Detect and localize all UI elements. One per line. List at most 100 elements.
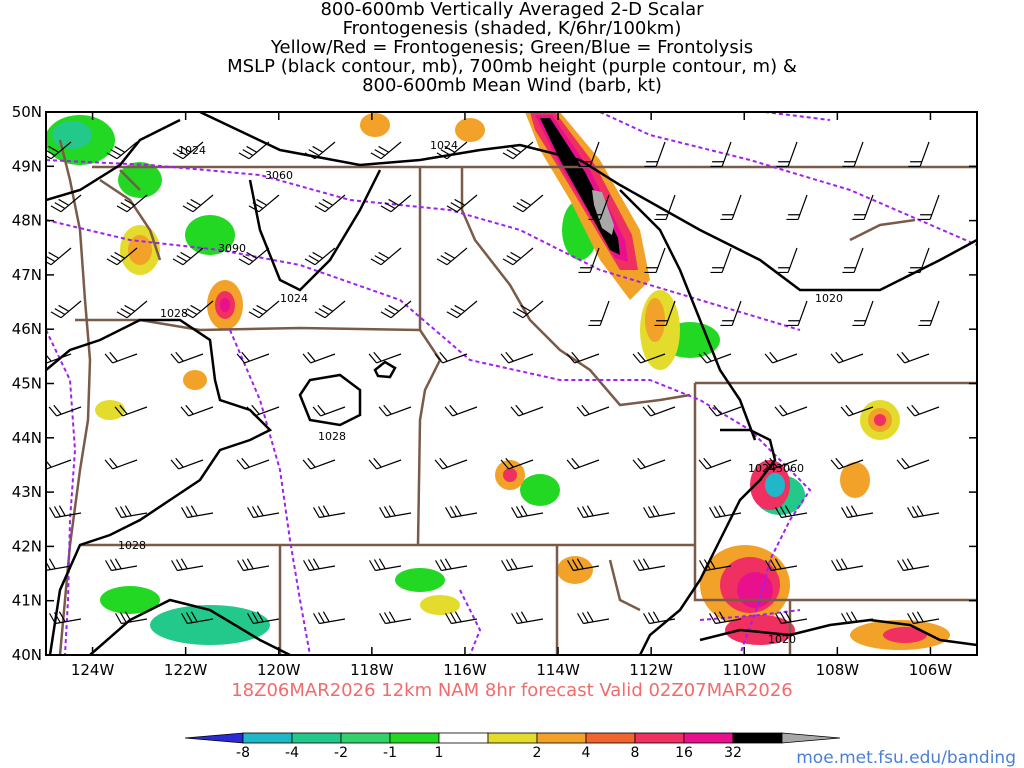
wind-barb <box>830 457 864 470</box>
shade-frontogenesis-wy2 <box>840 462 870 498</box>
wind-barb <box>370 247 402 266</box>
wind-barb <box>313 611 346 625</box>
colorbar-segment <box>683 732 734 744</box>
lat-label: 47N <box>12 266 42 284</box>
wind-barb <box>106 247 138 266</box>
wind-barb <box>368 457 402 470</box>
colorbar-max-triangle <box>781 732 841 744</box>
shade-frontogenesis-or2 <box>183 370 207 390</box>
colorbar-segment <box>487 732 538 744</box>
wind-barb <box>172 141 204 160</box>
colorbar-label: -2 <box>334 745 348 761</box>
wind-barb <box>238 141 270 160</box>
contour-label-4: 3090 <box>218 242 246 255</box>
wind-barb <box>302 457 336 470</box>
wind-barb <box>786 300 808 327</box>
wind-barb <box>434 351 468 364</box>
wind-barb <box>576 404 610 417</box>
mslp-contour-1028-loop <box>298 373 362 427</box>
lat-label: 44N <box>12 429 42 447</box>
mslp-contour-1028-or <box>46 318 273 655</box>
colorbar-segment <box>389 732 440 744</box>
wind-barb <box>116 194 148 213</box>
wind-barb <box>104 351 138 364</box>
lon-label: 106W <box>909 661 953 679</box>
shade-frontolysis-ut <box>150 605 270 645</box>
wind-barb <box>236 457 270 470</box>
wind-barb <box>379 611 412 625</box>
wind-barb <box>304 141 336 160</box>
lon-label: 112W <box>629 661 673 679</box>
wind-barb <box>710 141 732 168</box>
source-url-link[interactable]: moe.met.fsu.edu/banding <box>796 748 1016 768</box>
wind-barb <box>313 505 346 519</box>
wind-barb <box>246 404 280 417</box>
lat-label: 45N <box>12 375 42 393</box>
wind-barb <box>115 505 148 519</box>
wind-barb <box>237 558 270 572</box>
shade-frontolysis-wa1 <box>118 162 162 198</box>
colorbar-segment <box>291 732 342 744</box>
contour-label-3: 3060 <box>265 169 293 182</box>
wind-barb <box>698 457 732 470</box>
colorbar-segment <box>536 732 587 744</box>
wind-barb <box>436 247 468 266</box>
height-contour-se <box>699 609 801 621</box>
wind-barb <box>304 247 336 266</box>
wind-barb <box>46 351 72 364</box>
height-contour-w2 <box>229 329 311 655</box>
wind-barb <box>379 505 412 519</box>
wind-barb <box>502 141 534 160</box>
shade-frontolysis-wa2 <box>185 215 235 255</box>
wind-barb <box>699 558 732 572</box>
lat-label: 42N <box>12 537 42 555</box>
wind-barb <box>908 247 930 274</box>
contour-label-11: 1028 <box>118 539 146 552</box>
wind-barb <box>114 404 148 417</box>
colorbar-min-triangle <box>184 732 244 744</box>
wind-barb <box>512 300 544 319</box>
colorbar-segment <box>634 732 685 744</box>
shade-frontogenesis-ca2 <box>95 400 125 420</box>
wind-barb <box>578 247 600 274</box>
mslp-contour-1024-wa <box>248 169 382 292</box>
wind-barb <box>698 351 732 364</box>
wind-barb <box>435 558 468 572</box>
colorbar-label: -8 <box>236 745 250 761</box>
wind-barb <box>840 404 874 417</box>
wind-barb <box>841 505 874 519</box>
wind-barb <box>444 404 478 417</box>
shade-frontogenesis-wy3-blue <box>765 473 785 497</box>
colorbar-segment <box>438 732 489 744</box>
mslp-contour-1020-w <box>89 598 291 655</box>
wind-barb <box>370 141 402 160</box>
wind-barb <box>445 505 478 519</box>
colorbar-label: 1 <box>434 745 444 761</box>
wind-barb <box>642 404 676 417</box>
border-puget <box>99 169 162 261</box>
lon-label: 116W <box>443 661 487 679</box>
wind-barb <box>380 194 412 213</box>
border-coast <box>58 139 92 655</box>
shade-frontogenesis-wy-red <box>874 414 886 426</box>
lon-label: 118W <box>350 661 394 679</box>
contour-label-7: 1028 <box>318 430 346 443</box>
mslp-contour-1024-band <box>619 189 757 441</box>
wind-barb <box>906 404 940 417</box>
lat-label: 48N <box>12 212 42 230</box>
wind-barb <box>709 505 742 519</box>
wind-barb <box>654 300 676 327</box>
wind-barb <box>50 300 82 319</box>
wind-barb <box>588 194 610 221</box>
axis-ticks <box>46 111 977 656</box>
wind-barb <box>720 300 742 327</box>
mslp-contour-1024-nw <box>46 118 181 202</box>
wind-barb <box>46 558 72 572</box>
lat-label: 49N <box>12 157 42 175</box>
mslp-contour-1024-n <box>199 112 977 292</box>
wind-barb <box>170 351 204 364</box>
wind-barb <box>446 300 478 319</box>
colorbar-label: 8 <box>630 745 640 761</box>
title-line-2: Frontogenesis (shaded, K/6hr/100km) <box>342 18 682 39</box>
